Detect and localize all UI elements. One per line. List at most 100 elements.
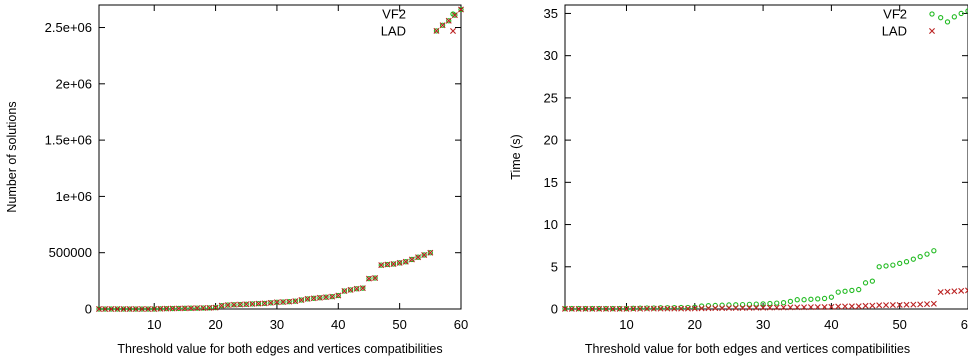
data-point-lad xyxy=(828,303,835,310)
data-point-lad xyxy=(698,305,705,312)
x-tick-label: 10 xyxy=(619,317,633,332)
data-point-lad xyxy=(917,301,924,308)
y-tick-label: 35 xyxy=(544,6,558,21)
data-point-lad xyxy=(910,301,917,308)
data-point-vf2 xyxy=(108,306,114,312)
data-point-lad xyxy=(684,305,691,312)
data-point-lad xyxy=(206,304,213,311)
data-point-vf2 xyxy=(372,275,378,281)
legend-marker-lad xyxy=(450,28,456,34)
chart-number-of-solutions: 10 20 30 40 50 60 0 500000 1e+06 1.5e+06 2e+06 2.5e… xyxy=(5,4,468,356)
data-point-lad xyxy=(280,299,287,306)
data-point-lad xyxy=(958,287,965,294)
data-point-vf2 xyxy=(458,6,464,13)
y-tick-label: 0 xyxy=(85,302,92,317)
y-axis-label: Number of solutions xyxy=(5,101,19,212)
data-point-vf2 xyxy=(341,288,348,294)
data-point-lad xyxy=(746,304,753,311)
data-point-lad xyxy=(96,306,102,312)
data-point-lad xyxy=(951,288,958,295)
data-point-lad xyxy=(814,304,821,311)
legend-label-lad: LAD xyxy=(381,24,406,39)
data-point-vf2 xyxy=(965,8,968,14)
data-point-vf2 xyxy=(446,18,452,24)
data-point-vf2 xyxy=(753,301,759,307)
data-point-lad xyxy=(212,304,219,311)
y-tick-label: 20 xyxy=(544,133,558,148)
data-point-lad xyxy=(780,304,787,311)
data-point-vf2 xyxy=(225,302,231,308)
data-point-vf2 xyxy=(188,305,194,311)
data-point-lad xyxy=(108,306,115,312)
data-point-lad xyxy=(719,305,726,312)
data-point-vf2 xyxy=(415,254,421,260)
data-point-vf2 xyxy=(890,262,896,268)
data-point-vf2 xyxy=(323,294,329,300)
data-point-lad xyxy=(896,301,903,308)
data-point-vf2 xyxy=(801,297,807,303)
data-point-lad xyxy=(181,305,188,312)
data-point-vf2 xyxy=(856,286,862,293)
data-point-lad xyxy=(739,304,746,311)
x-tick-label: 10 xyxy=(147,317,161,332)
data-point-vf2 xyxy=(869,278,876,284)
data-point-lad xyxy=(787,304,794,311)
data-point-lad xyxy=(120,306,127,312)
data-point-vf2 xyxy=(842,288,848,294)
series-lad xyxy=(96,6,464,312)
data-point-lad xyxy=(292,298,299,305)
data-point-vf2 xyxy=(102,306,108,312)
data-point-vf2 xyxy=(739,301,746,308)
data-point-vf2 xyxy=(311,295,317,301)
data-point-lad xyxy=(451,12,458,19)
data-point-vf2 xyxy=(163,306,170,312)
data-point-vf2 xyxy=(862,280,869,286)
data-point-vf2 xyxy=(671,304,677,311)
data-point-lad xyxy=(602,305,609,312)
y-tick-label: 30 xyxy=(544,48,558,63)
data-point-lad xyxy=(255,300,262,307)
data-point-vf2 xyxy=(409,256,415,263)
data-point-vf2 xyxy=(176,305,182,312)
data-point-lad xyxy=(390,260,397,267)
data-point-vf2 xyxy=(237,301,243,308)
data-point-vf2 xyxy=(774,300,780,306)
legend-marker-lad xyxy=(929,28,935,34)
data-point-vf2 xyxy=(623,305,630,312)
data-point-lad xyxy=(402,258,409,265)
data-point-lad xyxy=(384,261,391,268)
y-axis-label: Time (s) xyxy=(509,134,523,179)
data-point-lad xyxy=(848,303,855,310)
data-point-lad xyxy=(616,305,623,312)
data-point-vf2 xyxy=(596,305,602,312)
data-point-lad xyxy=(378,262,385,269)
data-point-vf2 xyxy=(384,261,391,268)
data-point-lad xyxy=(286,298,293,305)
data-point-lad xyxy=(421,251,428,258)
data-point-vf2 xyxy=(182,305,188,311)
y-tick-label: 25 xyxy=(544,90,558,105)
legend-label-vf2: VF2 xyxy=(883,7,907,22)
data-point-lad xyxy=(862,302,869,309)
data-point-vf2 xyxy=(678,304,684,311)
data-point-vf2 xyxy=(439,22,446,28)
data-point-vf2 xyxy=(917,253,923,260)
y-tick-label: 5 xyxy=(551,259,558,274)
data-point-lad xyxy=(188,305,195,312)
data-point-vf2 xyxy=(657,305,664,311)
x-tick-label: 20 xyxy=(208,317,222,332)
data-point-vf2 xyxy=(151,306,157,312)
data-point-vf2 xyxy=(347,287,354,293)
data-point-vf2 xyxy=(433,28,440,34)
x-tick-label: 60 xyxy=(961,317,968,332)
data-point-lad xyxy=(712,305,719,312)
legend-marker-vf2 xyxy=(450,11,456,17)
x-tick-label: 30 xyxy=(270,317,284,332)
data-point-vf2 xyxy=(610,305,616,312)
data-point-lad xyxy=(630,305,637,312)
data-point-vf2 xyxy=(390,261,397,267)
data-point-vf2 xyxy=(651,305,657,311)
data-point-lad xyxy=(876,302,883,309)
y-tick-label: 500000 xyxy=(49,245,92,260)
data-point-lad xyxy=(637,305,644,312)
